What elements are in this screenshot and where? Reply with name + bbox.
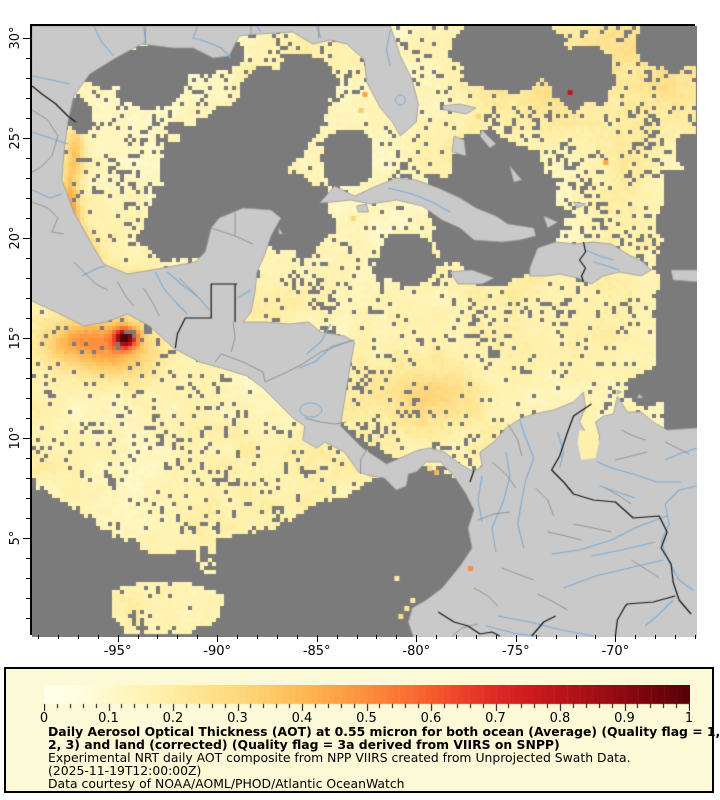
y-minor-tick	[26, 518, 30, 519]
y-minor-tick	[26, 498, 30, 499]
y-minor-tick	[26, 298, 30, 299]
y-minor-tick	[26, 198, 30, 199]
x-minor-tick	[555, 635, 557, 639]
y-minor-tick	[26, 318, 30, 319]
y-minor-tick	[26, 58, 30, 59]
x-minor-tick	[157, 635, 159, 639]
x-tick-label: -80°	[402, 644, 431, 659]
x-minor-tick	[655, 635, 657, 639]
y-minor-tick	[26, 118, 30, 119]
x-minor-tick	[237, 635, 239, 639]
colorbar-tick-label: 0.1	[98, 711, 119, 726]
colorbar-tick-label: 0.5	[356, 711, 377, 726]
colorbar-tick-label: 0.7	[485, 711, 506, 726]
y-major-tick	[23, 38, 30, 39]
x-minor-tick	[495, 635, 497, 639]
caption-title-line-2: 2, 3) and land (corrected) (Quality flag…	[48, 737, 560, 752]
x-minor-tick	[276, 635, 278, 639]
x-tick-label: -75°	[501, 644, 530, 659]
caption-credit: Data courtesy of NOAA/AOML/PHOD/Atlantic…	[48, 776, 405, 791]
y-major-tick	[23, 438, 30, 439]
y-minor-tick	[26, 158, 30, 159]
x-minor-tick	[77, 635, 79, 639]
colorbar-tick-label: 0.2	[162, 711, 184, 726]
x-tick-label: -95°	[103, 644, 132, 659]
colorbar	[44, 685, 690, 712]
y-minor-tick	[26, 478, 30, 479]
y-minor-tick	[26, 218, 30, 219]
y-minor-tick	[26, 618, 30, 619]
x-tick-label: -85°	[302, 644, 331, 659]
x-minor-tick	[635, 635, 637, 639]
x-minor-tick	[595, 635, 597, 639]
x-minor-tick	[456, 635, 458, 639]
x-minor-tick	[535, 635, 537, 639]
legend-panel: 0 0.1 0.2 0.3 0.4 0.5 0.6 0.7 0.8 0.9 1 Daily Aero…	[4, 667, 720, 793]
x-minor-tick	[695, 635, 696, 639]
x-minor-tick	[296, 635, 298, 639]
y-tick-label: 20°	[7, 226, 23, 250]
x-minor-tick	[57, 635, 59, 639]
y-minor-tick	[26, 98, 30, 99]
y-minor-tick	[26, 278, 30, 279]
x-minor-tick	[177, 635, 179, 639]
y-tick-label: 25°	[7, 126, 23, 150]
y-minor-tick	[26, 78, 30, 79]
x-minor-tick	[137, 635, 139, 639]
caption-description: Experimental NRT daily AOT composite fro…	[48, 750, 631, 765]
x-tick-label: -90°	[203, 644, 231, 659]
y-minor-tick	[26, 398, 30, 399]
x-tick-label: -70°	[601, 644, 630, 659]
y-minor-tick	[26, 418, 30, 419]
y-major-tick	[23, 138, 30, 139]
y-major-tick	[23, 538, 30, 539]
y-minor-tick	[26, 358, 30, 359]
y-tick-label: 5°	[7, 530, 23, 546]
colorbar-tick-label: 1	[684, 711, 694, 726]
x-major-tick	[615, 635, 617, 642]
x-minor-tick	[396, 635, 398, 639]
x-major-tick	[416, 635, 418, 642]
x-minor-tick	[436, 635, 438, 639]
colorbar-tick-label: 0.3	[227, 711, 248, 726]
y-major-tick	[23, 338, 30, 339]
y-tick-label: 30°	[7, 26, 23, 50]
x-minor-tick	[356, 635, 358, 639]
colorbar-tick-label: 0.6	[420, 711, 442, 726]
y-minor-tick	[26, 378, 30, 379]
caption-title-line-1: Daily Aerosol Optical Thickness (AOT) at…	[48, 724, 720, 739]
aot-map-canvas	[32, 26, 697, 637]
y-major-tick	[23, 238, 30, 239]
x-minor-tick	[256, 635, 258, 639]
x-minor-tick	[475, 635, 477, 639]
y-minor-tick	[26, 578, 30, 579]
x-minor-tick	[97, 635, 99, 639]
x-major-tick	[117, 635, 119, 642]
x-minor-tick	[675, 635, 677, 639]
y-minor-tick	[26, 178, 30, 179]
y-minor-tick	[26, 258, 30, 259]
y-minor-tick	[26, 458, 30, 459]
x-minor-tick	[197, 635, 199, 639]
x-minor-tick	[575, 635, 577, 639]
map-plot-frame	[30, 24, 697, 637]
y-tick-label: 10°	[7, 426, 23, 450]
y-minor-tick	[26, 598, 30, 599]
x-minor-tick	[376, 635, 378, 639]
x-minor-tick	[336, 635, 338, 639]
x-minor-tick	[37, 635, 39, 639]
colorbar-tick-label: 0.9	[614, 711, 635, 726]
x-major-tick	[316, 635, 318, 642]
caption-timestamp: (2025-11-19T12:00:00Z)	[48, 763, 202, 778]
y-tick-label: 15°	[7, 326, 23, 350]
y-minor-tick	[26, 558, 30, 559]
colorbar-tick-label: 0	[39, 711, 49, 726]
x-major-tick	[217, 635, 219, 642]
colorbar-tick-label: 0.8	[549, 711, 571, 726]
x-major-tick	[515, 635, 517, 642]
colorbar-tick-label: 0.4	[291, 711, 313, 726]
